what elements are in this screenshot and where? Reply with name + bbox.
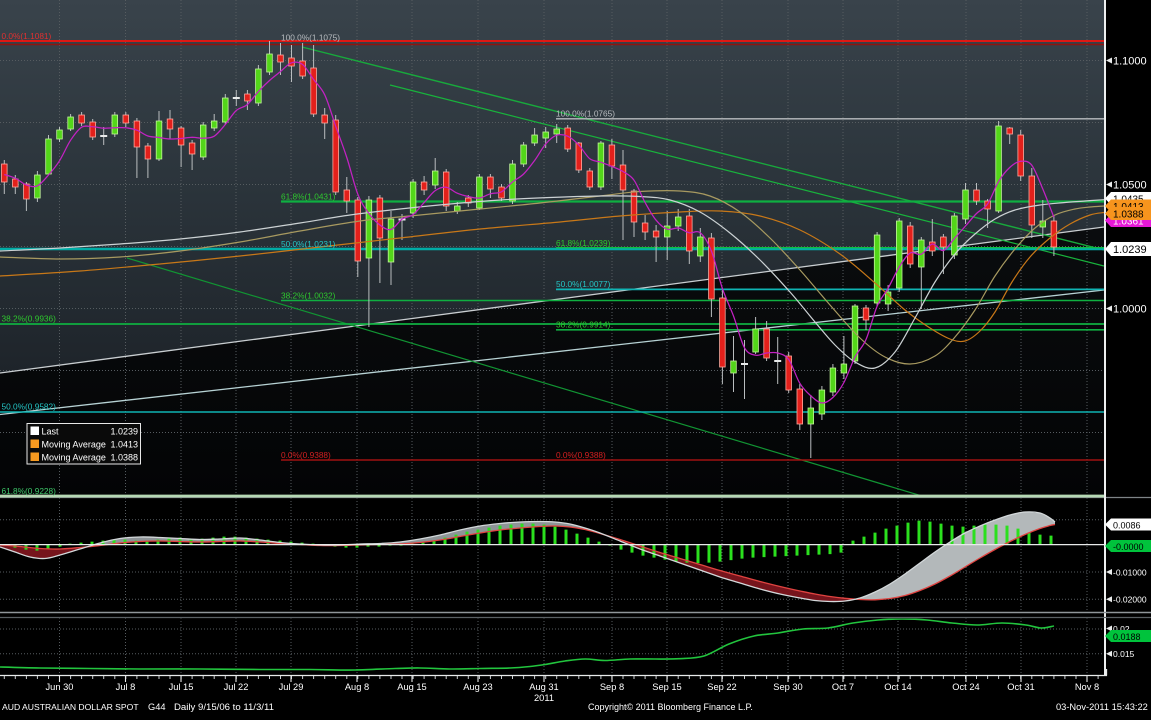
svg-text:50.0%(1.0077): 50.0%(1.0077)	[556, 279, 611, 289]
svg-text:Aug 8: Aug 8	[345, 682, 369, 692]
svg-text:100.0%(1.0765): 100.0%(1.0765)	[556, 109, 615, 119]
svg-text:Jul 29: Jul 29	[279, 682, 304, 692]
svg-text:-0.01000: -0.01000	[1113, 568, 1147, 578]
svg-text:Oct 7: Oct 7	[832, 682, 854, 692]
svg-text:Jul 15: Jul 15	[169, 682, 194, 692]
svg-text:50.0%(1.0231): 50.0%(1.0231)	[281, 239, 336, 249]
svg-text:50.0%(0.9582): 50.0%(0.9582)	[2, 402, 57, 412]
svg-text:0.0%(0.9388): 0.0%(0.9388)	[281, 450, 331, 460]
svg-text:0.0086: 0.0086	[1113, 521, 1141, 531]
svg-text:1.0388: 1.0388	[110, 453, 138, 463]
svg-text:1.0361: 1.0361	[1113, 217, 1144, 228]
svg-text:0.0%(0.9388): 0.0%(0.9388)	[556, 450, 606, 460]
svg-text:38.2%(1.0032): 38.2%(1.0032)	[281, 291, 336, 301]
svg-text:03-Nov-2011 15:43:22: 03-Nov-2011 15:43:22	[1056, 702, 1148, 712]
svg-text:Sep 8: Sep 8	[600, 682, 624, 692]
svg-text:Last: Last	[42, 427, 60, 437]
svg-text:-0.02000: -0.02000	[1113, 595, 1147, 605]
svg-text:0.0188: 0.0188	[1113, 632, 1141, 642]
svg-text:Oct 24: Oct 24	[952, 682, 979, 692]
svg-text:0.0%(1.1081): 0.0%(1.1081)	[2, 31, 52, 41]
svg-text:Aug 15: Aug 15	[397, 682, 426, 692]
svg-text:1.0239: 1.0239	[110, 427, 138, 437]
svg-text:61.8%(1.0431): 61.8%(1.0431)	[281, 192, 336, 202]
svg-text:1.0000: 1.0000	[1113, 304, 1147, 316]
svg-text:Sep 30: Sep 30	[773, 682, 802, 692]
svg-text:100.0%(1.1075): 100.0%(1.1075)	[281, 33, 340, 43]
svg-text:1.0239: 1.0239	[1113, 244, 1147, 256]
svg-text:Aug 31: Aug 31	[529, 682, 558, 692]
svg-text:1.0413: 1.0413	[110, 440, 138, 450]
svg-text:0.02: 0.02	[1113, 624, 1130, 634]
svg-text:Jul 8: Jul 8	[116, 682, 136, 692]
svg-text:61.8%(1.0239): 61.8%(1.0239)	[556, 238, 611, 248]
svg-text:Oct 14: Oct 14	[884, 682, 911, 692]
svg-text:61.8%(0.9228): 61.8%(0.9228)	[2, 486, 57, 496]
svg-text:0.015: 0.015	[1113, 649, 1135, 659]
svg-text:Jun 30: Jun 30	[46, 682, 74, 692]
svg-text:38.2%(0.9914): 38.2%(0.9914)	[556, 320, 611, 330]
svg-text:2011: 2011	[534, 693, 554, 703]
svg-text:1.0500: 1.0500	[1113, 180, 1147, 192]
svg-text:AUD AUSTRALIAN DOLLAR SPOT: AUD AUSTRALIAN DOLLAR SPOT	[2, 702, 139, 712]
svg-text:Copyright© 2011 Bloomberg Fina: Copyright© 2011 Bloomberg Finance L.P.	[588, 702, 753, 712]
svg-text:1.1000: 1.1000	[1113, 56, 1147, 68]
svg-text:Moving Average: Moving Average	[42, 440, 106, 450]
svg-text:-0.0000: -0.0000	[1113, 542, 1144, 552]
svg-text:1.0388: 1.0388	[1113, 210, 1144, 221]
svg-text:Aug 23: Aug 23	[463, 682, 492, 692]
svg-text:Oct 31: Oct 31	[1007, 682, 1034, 692]
svg-text:Jul 22: Jul 22	[224, 682, 249, 692]
svg-text:Sep 15: Sep 15	[652, 682, 681, 692]
svg-text:Nov 8: Nov 8	[1075, 682, 1099, 692]
svg-text:Daily 9/15/06 to 11/3/11: Daily 9/15/06 to 11/3/11	[174, 702, 274, 713]
svg-text:Moving Average: Moving Average	[42, 453, 106, 463]
svg-text:G44: G44	[148, 702, 166, 712]
svg-text:38.2%(0.9936): 38.2%(0.9936)	[2, 314, 57, 324]
svg-text:Sep 22: Sep 22	[707, 682, 736, 692]
